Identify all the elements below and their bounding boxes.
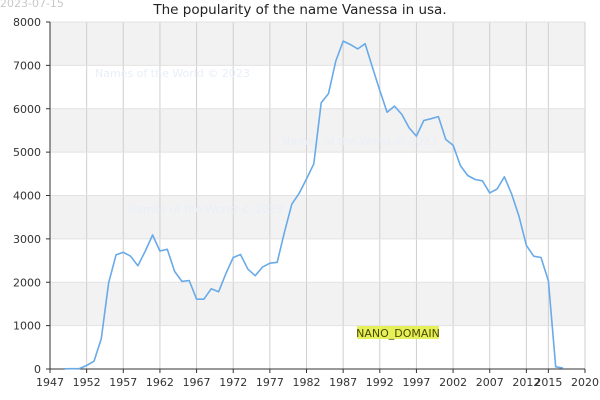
x-tick-label: 2015 <box>534 376 562 389</box>
x-tick-label: 1952 <box>73 376 101 389</box>
x-tick-label: 1982 <box>293 376 321 389</box>
x-tick-labels: 1947 1952 1957 1962 1967 1972 1977 1982 1987 1992… <box>36 376 599 389</box>
grid-band <box>50 195 585 239</box>
logo-text: NANO_DOMAIN <box>356 327 440 340</box>
x-tick-label: 1947 <box>36 376 64 389</box>
y-tick-label: 0 <box>34 363 41 376</box>
watermark-text: Names of the World © 2023 <box>282 135 437 148</box>
x-tick-label: 1992 <box>366 376 394 389</box>
chart-title: The popularity of the name Vanessa in us… <box>153 2 447 18</box>
y-tick-label: 4000 <box>13 190 41 203</box>
y-tick-label: 2000 <box>13 276 41 289</box>
x-tick-label: 2020 <box>571 376 599 389</box>
y-tick-label: 3000 <box>13 233 41 246</box>
x-tick-label: 2002 <box>439 376 467 389</box>
x-tick-label: 1997 <box>402 376 430 389</box>
watermark-text: Names of the World © 2023 <box>95 67 250 80</box>
x-tick-label: 1962 <box>146 376 174 389</box>
y-tick-labels: 0 1000 2000 3000 4000 5000 6000 7000 8000 <box>13 16 41 376</box>
x-tick-label: 1977 <box>256 376 284 389</box>
y-tick-label: 1000 <box>13 320 41 333</box>
x-tick-label: 2007 <box>476 376 504 389</box>
grid-band <box>50 22 585 66</box>
y-tick-label: 5000 <box>13 146 41 159</box>
y-tick-label: 6000 <box>13 103 41 116</box>
grid-band <box>50 282 585 326</box>
logo-badge: NANO_DOMAIN <box>356 326 440 340</box>
series-line <box>64 40 564 370</box>
date-stamp: 2023-07-15 <box>0 0 64 10</box>
x-tick-label: 2012 <box>512 376 540 389</box>
y-tick-label: 8000 <box>13 16 41 29</box>
x-tick-label: 1987 <box>329 376 357 389</box>
x-tick-label: 1967 <box>183 376 211 389</box>
watermarks: Names of the World © 2023 Names of the W… <box>95 67 437 216</box>
axes <box>46 21 586 373</box>
x-tick-label: 1972 <box>219 376 247 389</box>
y-tick-label: 7000 <box>13 59 41 72</box>
watermark-text: Names of the World © 2023 <box>128 203 283 216</box>
x-tick-label: 1957 <box>109 376 137 389</box>
series-group <box>64 40 564 370</box>
